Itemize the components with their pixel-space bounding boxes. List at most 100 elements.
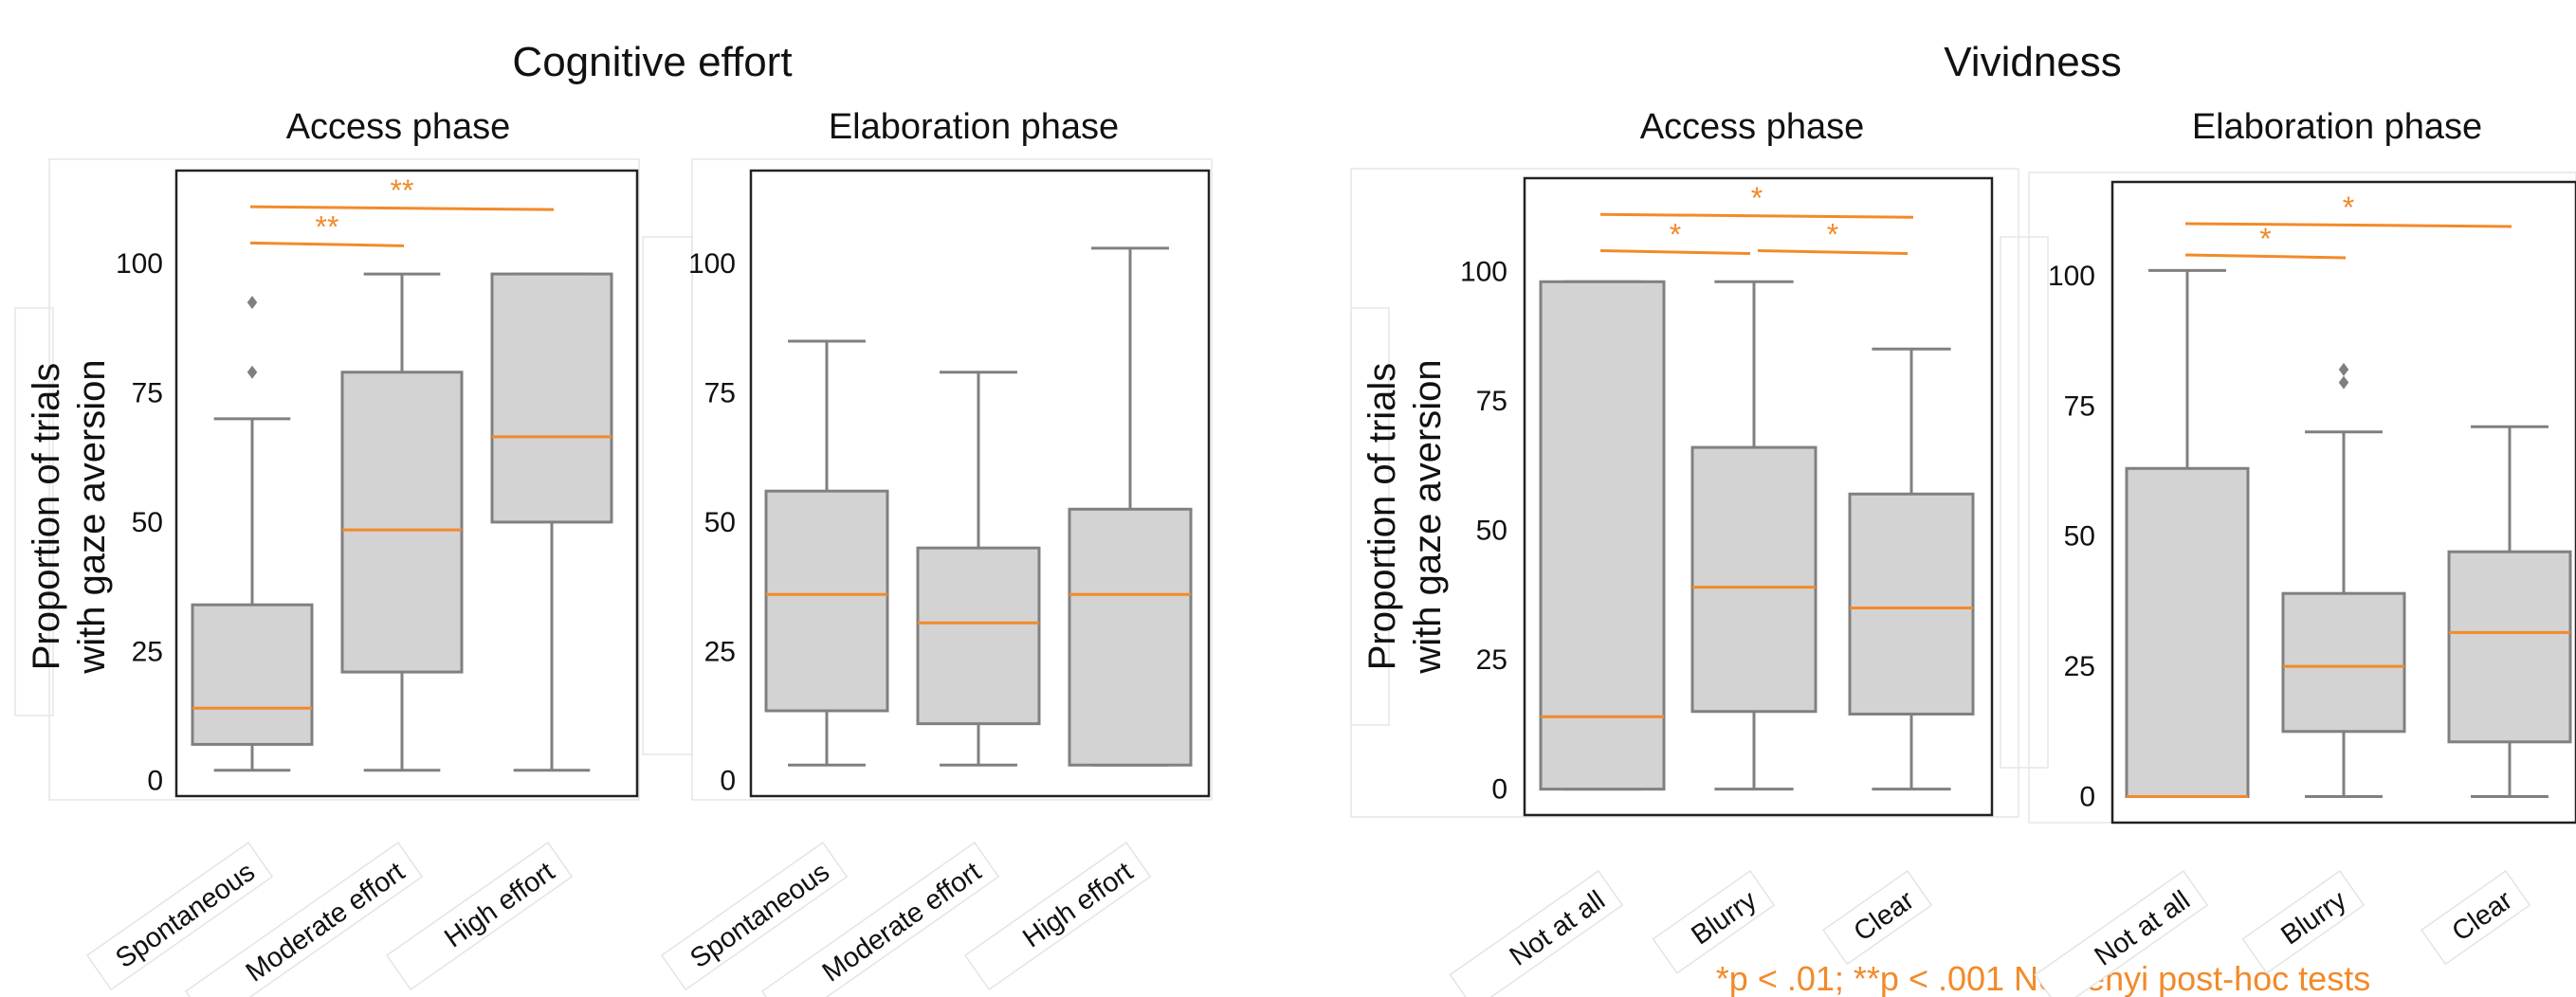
y-tick-label: 50 bbox=[2064, 521, 2095, 553]
significance-bracket: * bbox=[1599, 217, 1751, 255]
outlier-point bbox=[247, 296, 258, 310]
significance-bracket: * bbox=[2184, 190, 2512, 228]
outlier-point bbox=[247, 365, 258, 379]
y-axis-label-left: Proportion of trials with gaze aversion bbox=[26, 359, 113, 674]
y-tick-label: 100 bbox=[1460, 256, 1507, 287]
box-2 bbox=[2281, 362, 2406, 799]
y-tick-label: 100 bbox=[2048, 261, 2095, 292]
panel-3: 0 25 50 75 100 Not at all Blurry Clear * * * bbox=[1449, 176, 1994, 997]
box-3 bbox=[2447, 425, 2572, 799]
y-tick-label: 0 bbox=[1491, 774, 1507, 806]
y-tick-label: 0 bbox=[147, 766, 163, 797]
x-tick-label-group: Not at all bbox=[1449, 870, 1624, 997]
y-tick-label: 75 bbox=[1476, 386, 1507, 417]
x-tick-label-box bbox=[2034, 870, 2209, 997]
significance-stars: * bbox=[2343, 190, 2354, 225]
cognitive-effort-title: Cognitive effort bbox=[512, 39, 792, 85]
box-1 bbox=[2125, 268, 2250, 799]
x-tick-label-box bbox=[85, 842, 274, 991]
y-tick-label: 25 bbox=[1476, 644, 1507, 676]
x-tick-label-box bbox=[385, 842, 574, 991]
significance-line bbox=[249, 205, 555, 211]
box-2 bbox=[1690, 280, 1818, 791]
x-tick-label-group: Clear bbox=[2421, 870, 2531, 966]
significance-line bbox=[1599, 212, 1914, 219]
iqr-box bbox=[916, 546, 1041, 726]
vividness-title: Vividness bbox=[1944, 39, 2122, 85]
box-1 bbox=[764, 339, 889, 767]
outlier-point bbox=[2338, 362, 2349, 376]
box-3 bbox=[1068, 246, 1193, 767]
y-label-line-1: Proportion of trials bbox=[1361, 363, 1403, 671]
y-tick-label: 25 bbox=[704, 636, 736, 667]
iqr-box bbox=[340, 371, 464, 674]
y-tick-label: 75 bbox=[132, 378, 163, 409]
y-tick-label: 75 bbox=[704, 378, 736, 409]
significance-stars: ** bbox=[391, 173, 414, 208]
y-tick-label: 50 bbox=[132, 507, 163, 538]
x-tick-label-box bbox=[2241, 870, 2366, 974]
panel-2-subtitle: Elaboration phase bbox=[829, 107, 1119, 147]
panel-1-subtitle: Access phase bbox=[286, 107, 511, 147]
x-tick-label-group: Blurry bbox=[2241, 870, 2366, 974]
x-tick-label-box bbox=[1449, 870, 1624, 997]
significance-stars: * bbox=[2259, 222, 2271, 256]
x-tick-label-group: High effort bbox=[385, 842, 574, 991]
y-tick-label: 100 bbox=[688, 248, 736, 280]
x-tick-label-box bbox=[1822, 870, 1933, 966]
plot-frame bbox=[174, 169, 639, 798]
x-tick-label-group: High effort bbox=[963, 842, 1152, 991]
x-tick-label-box bbox=[184, 842, 424, 997]
plot-frame bbox=[749, 169, 1211, 798]
significance-stars: ** bbox=[316, 209, 339, 244]
box-2 bbox=[916, 371, 1041, 767]
significance-stars: * bbox=[1670, 217, 1681, 251]
y-label-line-2: with gaze aversion bbox=[1407, 359, 1449, 674]
background-panels bbox=[14, 158, 2576, 824]
significance-bracket: ** bbox=[249, 209, 405, 247]
y-tick-label: 50 bbox=[1476, 516, 1507, 547]
panel-4-subtitle: Elaboration phase bbox=[2192, 107, 2482, 147]
outlier-point bbox=[2338, 375, 2349, 390]
y-tick-label: 0 bbox=[2079, 782, 2095, 813]
iqr-box bbox=[2447, 550, 2572, 744]
y-tick-label: 50 bbox=[704, 507, 736, 538]
plot-frame bbox=[2110, 180, 2576, 825]
box-3 bbox=[1848, 347, 1975, 791]
y-tick-label: 100 bbox=[116, 248, 163, 280]
significance-bracket: * bbox=[1757, 217, 1909, 255]
y-tick-label: 75 bbox=[2064, 390, 2095, 422]
significance-bracket: * bbox=[2184, 222, 2347, 260]
x-tick-label-box bbox=[660, 842, 849, 991]
x-tick-label-group: Blurry bbox=[1652, 870, 1776, 974]
iqr-box bbox=[490, 272, 613, 524]
significance-line bbox=[1599, 248, 1751, 255]
significance-bracket: * bbox=[1599, 181, 1914, 219]
iqr-box bbox=[2281, 591, 2406, 734]
box-3 bbox=[490, 272, 613, 772]
significance-stars: * bbox=[1827, 217, 1838, 251]
significance-line bbox=[249, 241, 405, 247]
y-label-line-1: Proportion of trials bbox=[26, 363, 67, 671]
iqr-box bbox=[2125, 466, 2250, 799]
panel-3-subtitle: Access phase bbox=[1640, 107, 1865, 147]
iqr-box bbox=[1690, 445, 1818, 714]
box-1 bbox=[1539, 280, 1666, 791]
box-2 bbox=[340, 272, 464, 772]
x-tick-label-group: Clear bbox=[1822, 870, 1933, 966]
significance-line bbox=[1757, 248, 1909, 255]
y-label-line-2: with gaze aversion bbox=[71, 359, 113, 674]
box-1 bbox=[191, 296, 314, 772]
x-tick-label-box bbox=[963, 842, 1152, 991]
x-tick-label-box bbox=[2421, 870, 2531, 966]
x-tick-label-box bbox=[1652, 870, 1776, 974]
iqr-box bbox=[1539, 280, 1666, 791]
iqr-box bbox=[191, 603, 314, 746]
plot-frame bbox=[1523, 176, 1994, 817]
significance-line bbox=[2184, 222, 2512, 228]
significance-stars: * bbox=[1751, 181, 1763, 215]
